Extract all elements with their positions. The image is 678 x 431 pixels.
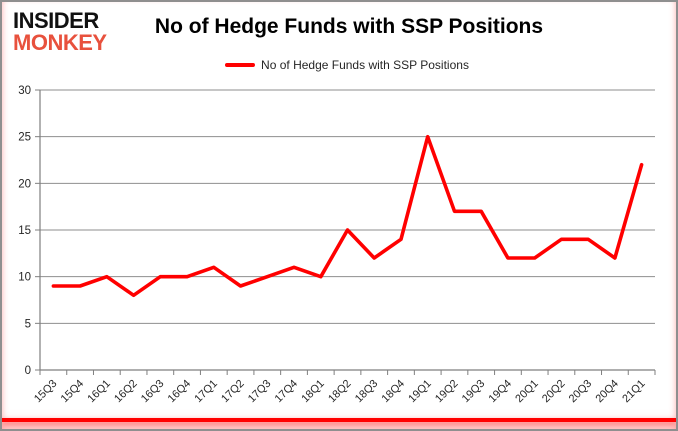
logo-insider-text: INSIDER bbox=[13, 8, 99, 33]
x-axis-tick-label: 18Q2 bbox=[326, 378, 354, 406]
y-axis-tick-label: 10 bbox=[18, 272, 31, 284]
data-line-series bbox=[51, 134, 644, 298]
x-axis-tick-label: 17Q1 bbox=[192, 378, 220, 406]
y-axis-tick-label: 5 bbox=[25, 318, 31, 330]
x-axis-tick-label: 19Q4 bbox=[487, 378, 515, 406]
x-axis-tick-label: 19Q2 bbox=[433, 378, 461, 406]
legend-label: No of Hedge Funds with SSP Positions bbox=[261, 58, 469, 72]
x-axis-tick-label: 16Q2 bbox=[112, 378, 140, 406]
x-axis-tick-label: 18Q4 bbox=[380, 378, 408, 406]
x-axis-tick-label: 15Q3 bbox=[32, 378, 60, 406]
y-axis-tick-label: 25 bbox=[18, 132, 31, 144]
x-axis-tick-label: 18Q3 bbox=[353, 378, 381, 406]
x-axis-tick-label: 16Q3 bbox=[139, 378, 167, 406]
x-axis-tick-label: 16Q4 bbox=[166, 378, 194, 406]
chart-title: No of Hedge Funds with SSP Positions bbox=[154, 15, 544, 38]
x-axis-tick-label: 20Q1 bbox=[513, 378, 541, 406]
y-axis-tick-label: 15 bbox=[18, 225, 31, 237]
x-axis-tick-label: 19Q1 bbox=[406, 378, 434, 406]
x-axis-tick-label: 20Q4 bbox=[593, 378, 621, 406]
y-axis-tick-label: 20 bbox=[18, 178, 31, 190]
x-axis-tick-label: 16Q1 bbox=[85, 378, 113, 406]
x-axis-tick-label: 17Q2 bbox=[219, 378, 247, 406]
x-axis-tick-label: 21Q1 bbox=[620, 378, 648, 406]
x-axis-tick-label: 18Q1 bbox=[299, 378, 327, 406]
bottom-red-bar bbox=[2, 418, 676, 422]
legend-line-swatch bbox=[225, 63, 256, 67]
x-axis-tick-label: 20Q3 bbox=[567, 378, 595, 406]
logo-monkey-text: MONKEY bbox=[13, 29, 107, 55]
x-axis-tick-label: 15Q4 bbox=[59, 378, 87, 406]
insider-monkey-logo: INSIDER MONKEY bbox=[13, 10, 107, 53]
legend: No of Hedge Funds with SSP Positions bbox=[18, 58, 676, 72]
x-axis-tick-label: 17Q3 bbox=[246, 378, 274, 406]
x-axis-tick-label: 17Q4 bbox=[273, 378, 301, 406]
x-axis-tick-label: 20Q2 bbox=[540, 378, 568, 406]
y-axis-tick-label: 0 bbox=[25, 365, 31, 377]
x-axis-tick-label: 19Q3 bbox=[460, 378, 488, 406]
y-axis-tick-label: 30 bbox=[18, 85, 31, 97]
